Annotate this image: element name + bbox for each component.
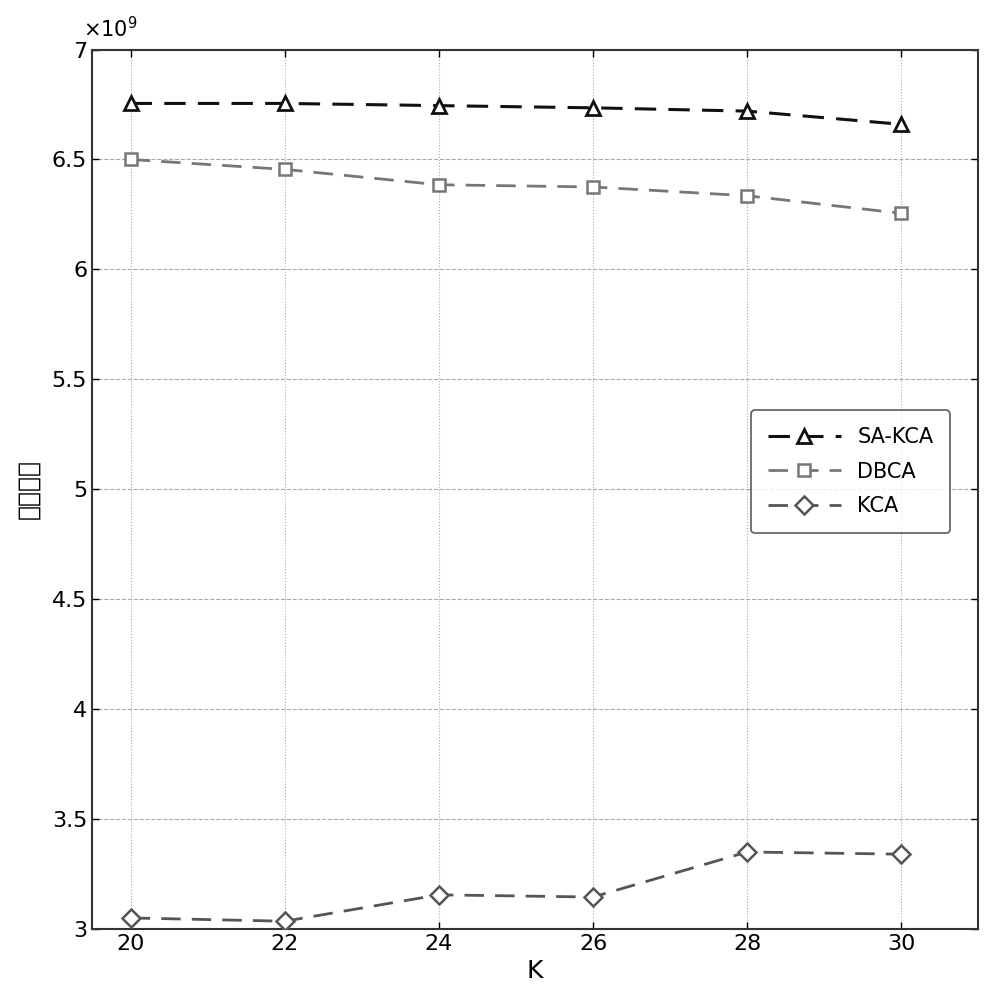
DBCA (741, 190, 752, 202)
Line: SA-KCA: SA-KCA (123, 96, 908, 131)
DBCA (278, 163, 290, 175)
KCA (432, 889, 444, 901)
Line: DBCA: DBCA (124, 153, 907, 220)
Line: KCA: KCA (124, 846, 907, 927)
Text: $\times 10^9$: $\times 10^9$ (83, 16, 137, 41)
DBCA (124, 153, 136, 165)
SA-KCA (124, 97, 136, 109)
SA-KCA (741, 105, 752, 117)
Legend: SA-KCA, DBCA, KCA: SA-KCA, DBCA, KCA (750, 410, 949, 533)
KCA (278, 915, 290, 927)
SA-KCA (278, 97, 290, 109)
DBCA (586, 181, 598, 193)
SA-KCA (895, 118, 907, 130)
Y-axis label: 系统效用: 系统效用 (17, 459, 41, 519)
DBCA (432, 179, 444, 191)
KCA (124, 912, 136, 924)
KCA (586, 891, 598, 903)
SA-KCA (586, 102, 598, 114)
KCA (741, 846, 752, 858)
X-axis label: K: K (527, 959, 543, 983)
DBCA (895, 207, 907, 219)
KCA (895, 848, 907, 860)
SA-KCA (432, 100, 444, 112)
